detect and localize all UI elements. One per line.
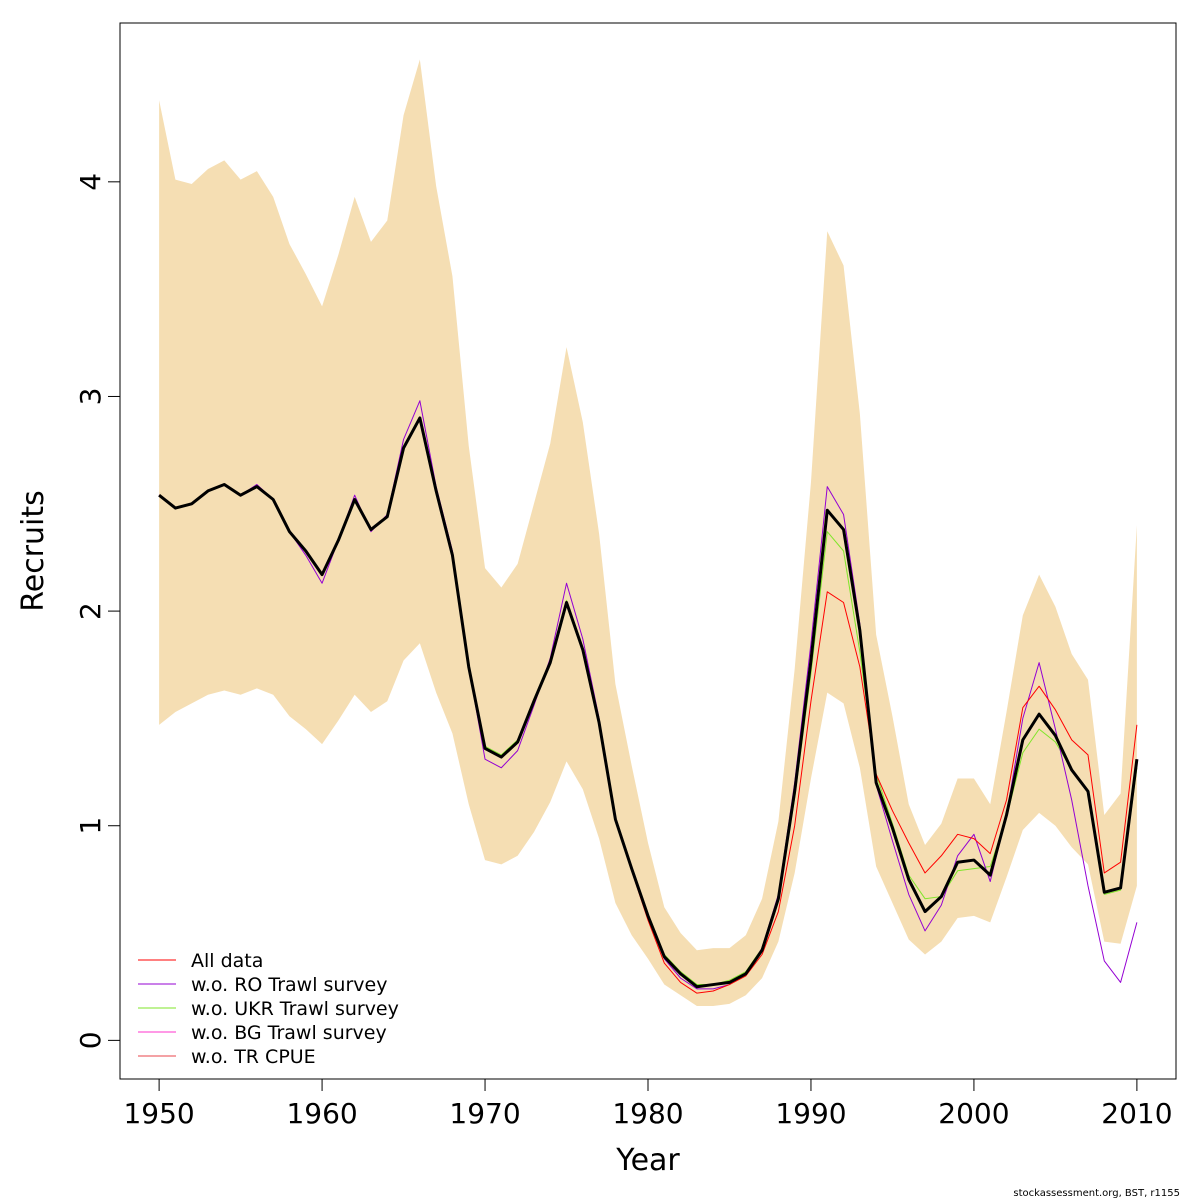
y-tick-label: 3	[74, 388, 107, 406]
confidence-band-layer	[159, 59, 1137, 1007]
legend-label: All data	[191, 950, 263, 972]
x-tick-label: 1990	[775, 1097, 846, 1130]
x-tick-label: 2010	[1101, 1097, 1172, 1130]
confidence-band	[159, 59, 1137, 1007]
y-tick-label: 0	[74, 1031, 107, 1049]
legend-label: w.o. RO Trawl survey	[191, 974, 387, 996]
x-axis: 1950 1960 1970 1980 1990 2000 2010	[123, 1078, 1173, 1130]
y-tick-label: 1	[74, 817, 107, 835]
series-line-estimate	[158, 416, 1139, 989]
y-axis-title: Recruits	[16, 490, 51, 612]
x-tick-label: 2000	[938, 1097, 1009, 1130]
legend-label: w.o. UKR Trawl survey	[191, 998, 399, 1020]
x-axis-title: Year	[615, 1143, 680, 1178]
y-axis: 0 1 2 3 4	[74, 173, 121, 1049]
footer-credit: stockassessment.org, BST, r1155	[1013, 1188, 1180, 1199]
legend-label: w.o. BG Trawl survey	[191, 1022, 387, 1044]
x-tick-label: 1980	[612, 1097, 683, 1130]
series-layer	[158, 400, 1139, 994]
x-tick-label: 1950	[123, 1097, 194, 1130]
y-tick-label: 2	[74, 602, 107, 620]
x-tick-label: 1970	[449, 1097, 520, 1130]
y-tick-label: 4	[74, 173, 107, 191]
x-tick-label: 1960	[286, 1097, 357, 1130]
legend-label: w.o. TR CPUE	[191, 1046, 316, 1068]
